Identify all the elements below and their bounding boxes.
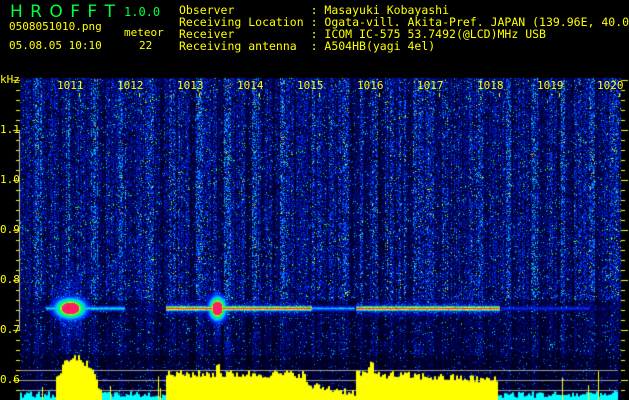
y-tick-label: 0.7 bbox=[0, 323, 20, 336]
app-title: H R O F F T bbox=[10, 2, 116, 22]
info-value: : Masayuki Kobayashi bbox=[310, 3, 450, 17]
x-tick-label: 1013 bbox=[177, 79, 204, 92]
info-antenna: Receiving antenna : A504HB(yagi 4el) bbox=[179, 39, 629, 53]
info-label: Receiving Location bbox=[179, 15, 304, 29]
x-tick-label: 1015 bbox=[297, 79, 324, 92]
x-tick-label: 1019 bbox=[537, 79, 564, 92]
x-tick-label: 1014 bbox=[237, 79, 264, 92]
filename: 0508051010.png bbox=[9, 20, 102, 33]
info-receiver: Receiver : ICOM IC-575 53.7492(@LCD)MHz … bbox=[179, 27, 629, 41]
app-version: 1.0.0 bbox=[124, 5, 161, 19]
x-tick-label: 1020 bbox=[597, 79, 624, 92]
info-label: Observer bbox=[179, 3, 304, 17]
x-tick-label: 1011 bbox=[57, 79, 84, 92]
info-value: : ICOM IC-575 53.7492(@LCD)MHz USB bbox=[310, 27, 546, 41]
datetime: 05.08.05 10:10 bbox=[9, 39, 102, 52]
info-label: Receiving antenna bbox=[179, 39, 304, 53]
y-tick-label: 0.9 bbox=[0, 223, 20, 236]
x-tick-label: 1018 bbox=[477, 79, 504, 92]
info-label: Receiver bbox=[179, 27, 304, 41]
info-value: : A504HB(yagi 4el) bbox=[310, 39, 436, 53]
x-tick-label: 1012 bbox=[117, 79, 144, 92]
y-tick-label: 1.0 bbox=[0, 173, 20, 186]
y-tick-label: 0.8 bbox=[0, 273, 20, 286]
x-tick-label: 1017 bbox=[417, 79, 444, 92]
info-observer: Observer : Masayuki Kobayashi bbox=[179, 3, 629, 17]
info-location: Receiving Location : Ogata-vill. Akita-P… bbox=[179, 15, 629, 29]
y-axis-unit: kHz bbox=[0, 73, 20, 86]
station-info: Observer : Masayuki Kobayashi Receiving … bbox=[179, 3, 629, 53]
meteor-label: meteor bbox=[124, 26, 164, 39]
y-tick-label: 0.6 bbox=[0, 373, 20, 386]
x-tick-label: 1016 bbox=[357, 79, 384, 92]
meteor-count: 22 bbox=[139, 39, 153, 52]
info-value: : Ogata-vill. Akita-Pref. JAPAN (139.96E… bbox=[310, 15, 629, 29]
y-tick-label: 1.1 bbox=[0, 123, 20, 136]
